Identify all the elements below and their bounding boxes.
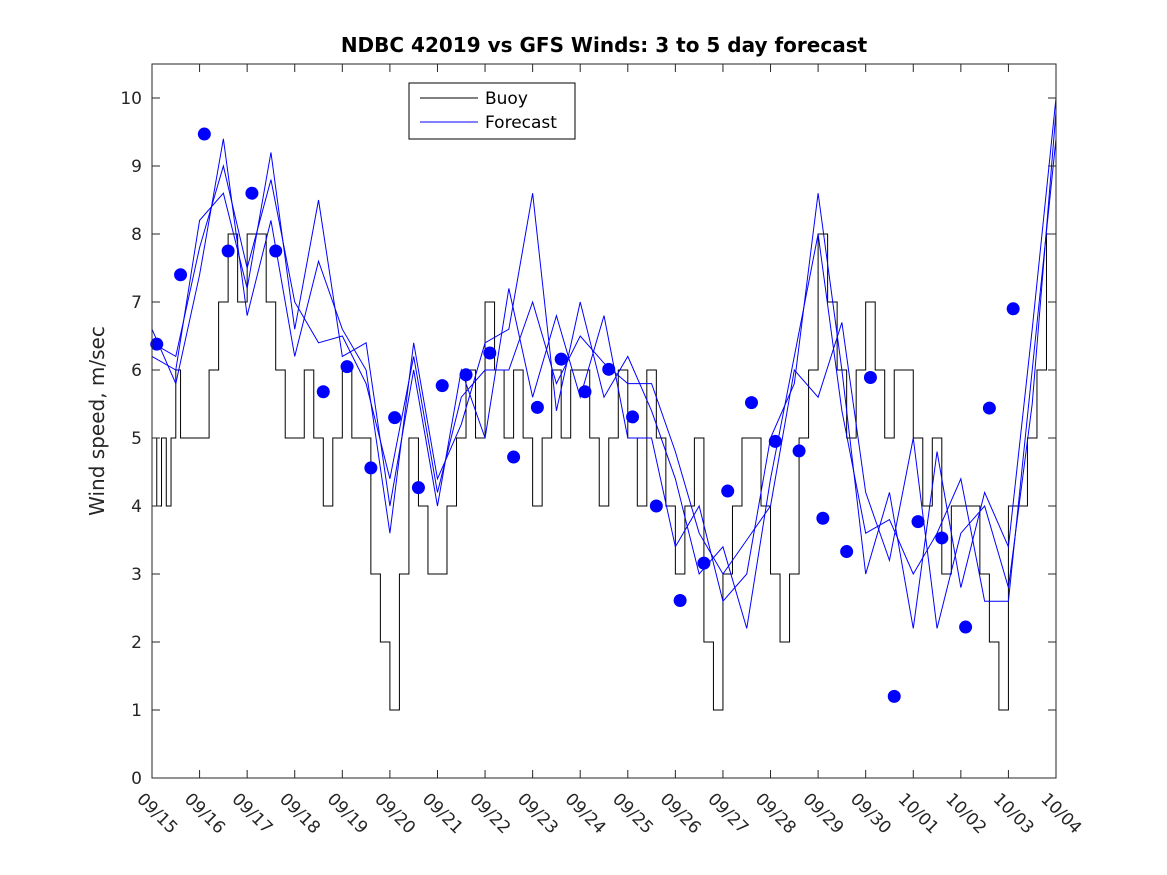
forecast-marker — [1006, 302, 1020, 316]
y-tick-label: 3 — [131, 565, 142, 585]
axes-frame — [151, 63, 1057, 779]
forecast-series-line-3 — [151, 138, 1057, 629]
legend-buoy-label: Buoy — [485, 89, 528, 109]
forecast-marker — [935, 531, 949, 545]
forecast-marker — [816, 511, 830, 525]
forecast-marker — [578, 385, 592, 399]
forecast-marker — [721, 484, 735, 498]
forecast-marker — [959, 620, 973, 634]
forecast-series-line-1 — [151, 111, 1057, 629]
forecast-marker — [840, 545, 854, 559]
legend-forecast-label: Forecast — [485, 113, 557, 133]
legend: Buoy Forecast — [408, 82, 576, 140]
y-axis-label: Wind speed, m/sec — [85, 326, 109, 516]
plot-area — [152, 64, 1056, 778]
y-tick-label: 10 — [120, 89, 142, 109]
y-tick-label: 5 — [131, 429, 142, 449]
forecast-marker — [316, 385, 330, 399]
legend-box — [408, 82, 576, 140]
forecast-marker — [530, 400, 544, 414]
forecast-marker — [863, 370, 877, 384]
forecast-marker — [174, 268, 188, 282]
y-tick-label: 6 — [131, 361, 142, 381]
forecast-series-line-2 — [151, 97, 1057, 629]
forecast-marker — [697, 556, 711, 570]
forecast-marker — [411, 481, 425, 495]
forecast-marker — [649, 499, 663, 513]
forecast-marker — [768, 434, 782, 448]
forecast-marker — [459, 368, 473, 382]
forecast-marker — [269, 244, 283, 258]
y-tick-label: 8 — [131, 225, 142, 245]
forecast-marker — [340, 360, 354, 374]
forecast-marker — [887, 689, 901, 703]
y-tick-label: 2 — [131, 633, 142, 653]
forecast-marker — [435, 379, 449, 393]
series-layer — [151, 97, 1057, 711]
marker-layer — [150, 127, 1020, 703]
chart-title: NDBC 42019 vs GFS Winds: 3 to 5 day fore… — [341, 33, 868, 57]
forecast-marker — [673, 594, 687, 608]
forecast-marker — [197, 127, 211, 141]
y-tick-label: 7 — [131, 293, 142, 313]
y-tick-label: 1 — [131, 701, 142, 721]
forecast-marker — [245, 186, 259, 200]
forecast-marker — [150, 337, 164, 351]
forecast-marker — [792, 444, 806, 458]
forecast-marker — [911, 515, 925, 529]
y-tick-label: 4 — [131, 497, 142, 517]
forecast-marker — [388, 411, 402, 425]
forecast-marker — [483, 346, 497, 360]
y-tick-label: 0 — [131, 769, 142, 789]
forecast-marker — [744, 396, 758, 410]
forecast-marker — [364, 461, 378, 475]
buoy-series-line — [152, 98, 1057, 711]
forecast-marker — [602, 362, 616, 376]
forecast-marker — [982, 401, 996, 415]
forecast-marker — [626, 410, 640, 424]
y-tick-label: 9 — [131, 157, 142, 177]
forecast-marker — [507, 450, 521, 464]
forecast-marker — [554, 352, 568, 366]
forecast-marker — [221, 244, 235, 258]
